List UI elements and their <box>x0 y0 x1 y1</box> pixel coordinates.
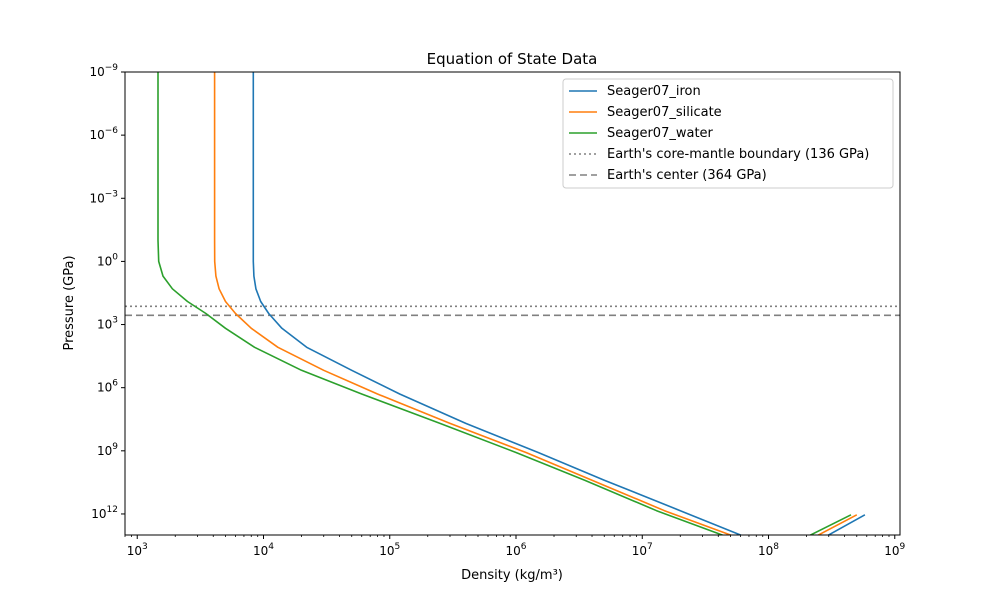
legend-label: Earth's center (364 GPa) <box>607 168 767 183</box>
y-axis-label: Pressure (GPa) <box>62 255 77 350</box>
chart-title: Equation of State Data <box>427 50 598 68</box>
series-line-seager07-silicate <box>213 72 858 535</box>
legend: Seager07_iron Seager07_silicate Seager07_w… <box>562 78 894 189</box>
series-line-seager07-iron <box>252 72 866 535</box>
legend-box <box>562 78 894 189</box>
plot-area <box>124 71 901 536</box>
plot-content <box>125 72 900 535</box>
x-axis-label: Density (kg/m³) <box>461 568 563 583</box>
legend-label: Seager07_silicate <box>607 105 722 120</box>
legend-label: Earth's core-mantle boundary (136 GPa) <box>607 147 869 162</box>
plot-frame <box>124 71 901 536</box>
legend-label: Seager07_water <box>607 126 714 141</box>
series-line-seager07-water <box>157 72 852 535</box>
legend-label: Seager07_iron <box>607 84 701 99</box>
